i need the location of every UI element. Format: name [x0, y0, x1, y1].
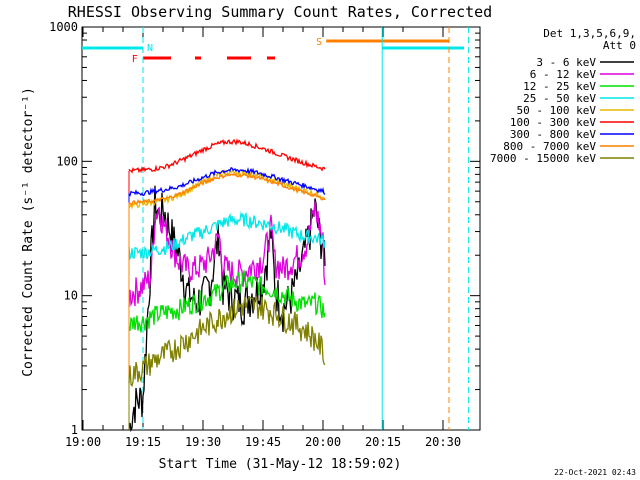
- plot-frame: [81, 26, 481, 431]
- x-tick-label: 20:15: [365, 435, 401, 449]
- annotation-label: N: [147, 43, 153, 54]
- annotation-label: F: [132, 54, 138, 65]
- legend-entry-label: 7000 - 15000 keV: [490, 152, 596, 165]
- x-tick-label: 20:30: [425, 435, 461, 449]
- series-line: [128, 201, 326, 307]
- series-line: [128, 296, 326, 388]
- y-tick-label: 10: [64, 289, 78, 303]
- legend-entry-label: 50 - 100 keV: [517, 104, 597, 117]
- x-tick-label: 20:00: [305, 435, 341, 449]
- series-line: [128, 185, 326, 433]
- x-tick-label: 19:30: [185, 435, 221, 449]
- legend-entry-label: 100 - 300 keV: [510, 116, 596, 129]
- chart-title: RHESSI Observing Summary Count Rates, Co…: [68, 3, 492, 21]
- annotation-label: S: [316, 37, 322, 48]
- legend-entry-label: 25 - 50 keV: [523, 92, 596, 105]
- legend-entry-label: 800 - 7000 keV: [503, 140, 596, 153]
- legend-entry-label: 12 - 25 keV: [523, 80, 596, 93]
- legend-entry-label: 6 - 12 keV: [530, 68, 597, 81]
- series-line: [128, 211, 326, 261]
- series-line: [128, 138, 326, 174]
- series-line: [128, 171, 326, 205]
- legend-header: Det 1,3,5,6,9,: [543, 27, 636, 40]
- y-tick-label: 1: [71, 423, 78, 437]
- footer-timestamp: 22-Oct-2021 02:43: [554, 468, 636, 477]
- legend-header: Att 0: [603, 39, 636, 52]
- y-tick-label: 100: [56, 154, 78, 168]
- x-tick-label: 19:15: [125, 435, 161, 449]
- legend-entry-label: 300 - 800 keV: [510, 128, 596, 141]
- plot-area: 1 10 100 1000 19:00 19:15 19:30 19:45 20:00 20:15…: [49, 20, 481, 449]
- legend-entry-label: 3 - 6 keV: [536, 56, 596, 69]
- y-tick-label: 1000: [49, 20, 78, 34]
- series-line: [128, 269, 326, 333]
- x-tick-label: 19:00: [65, 435, 101, 449]
- x-axis-label: Start Time (31-May-12 18:59:02): [159, 457, 402, 472]
- y-axis-label: Corrected Count Rate (s⁻¹ detector⁻¹): [21, 87, 36, 377]
- series-line: [128, 166, 326, 197]
- x-tick-label: 19:45: [245, 435, 281, 449]
